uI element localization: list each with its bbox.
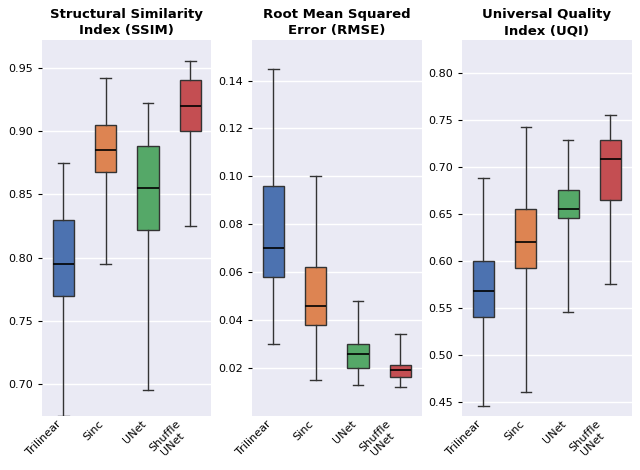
PathPatch shape — [515, 209, 536, 268]
PathPatch shape — [138, 146, 159, 230]
PathPatch shape — [390, 366, 411, 377]
PathPatch shape — [600, 141, 621, 200]
Title: Root Mean Squared
Error (RMSE): Root Mean Squared Error (RMSE) — [263, 8, 411, 37]
PathPatch shape — [52, 219, 74, 296]
PathPatch shape — [180, 80, 201, 131]
PathPatch shape — [305, 267, 326, 325]
PathPatch shape — [557, 190, 579, 219]
Title: Structural Similarity
Index (SSIM): Structural Similarity Index (SSIM) — [51, 8, 204, 37]
Title: Universal Quality
Index (UQI): Universal Quality Index (UQI) — [483, 8, 611, 37]
PathPatch shape — [263, 186, 284, 277]
PathPatch shape — [473, 261, 494, 317]
PathPatch shape — [95, 125, 116, 172]
PathPatch shape — [348, 344, 369, 368]
